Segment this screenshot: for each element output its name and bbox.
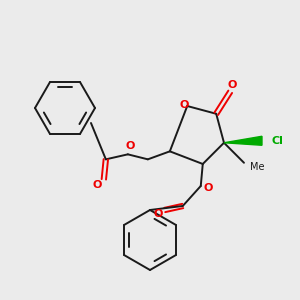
Text: O: O xyxy=(125,141,134,151)
Text: Cl: Cl xyxy=(272,136,284,146)
Polygon shape xyxy=(224,136,262,145)
Text: O: O xyxy=(153,209,163,219)
Text: Me: Me xyxy=(250,162,265,172)
Text: O: O xyxy=(203,183,212,193)
Text: O: O xyxy=(179,100,189,110)
Text: O: O xyxy=(92,180,101,190)
Text: O: O xyxy=(227,80,237,90)
